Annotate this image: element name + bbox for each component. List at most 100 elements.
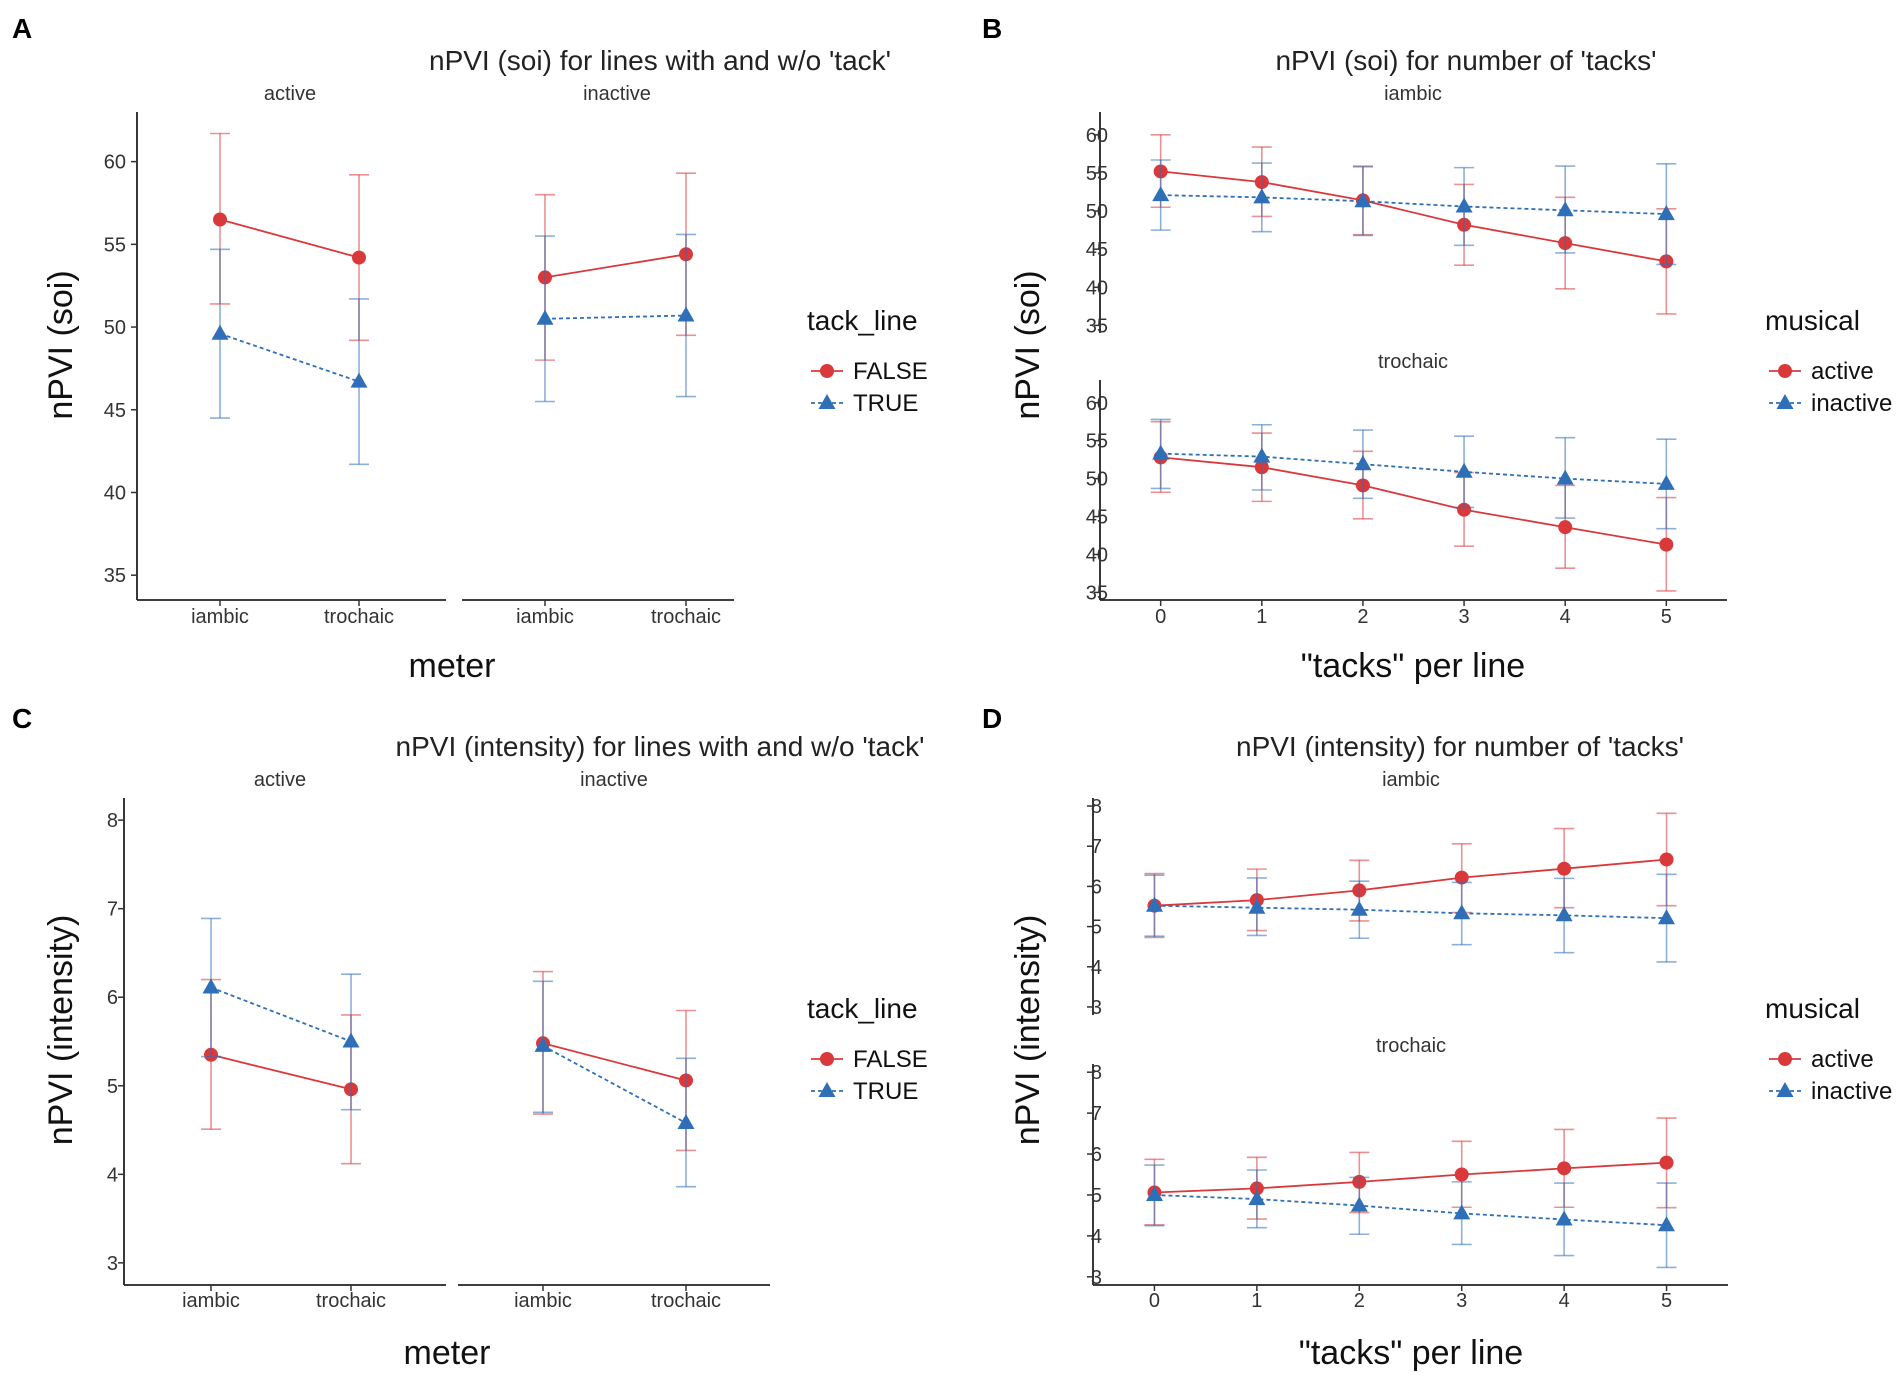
- y-tick-label: 8: [1091, 796, 1102, 818]
- y-tick-label: 40: [1086, 277, 1108, 299]
- y-tick-label: 60: [104, 152, 126, 174]
- series-active: [1144, 812, 1677, 939]
- data-point: [202, 978, 220, 994]
- legend-label: inactive: [1811, 390, 1892, 417]
- panel-title: nPVI (intensity) for number of 'tacks': [1236, 731, 1684, 762]
- panel-title: nPVI (intensity) for lines with and w/o …: [396, 731, 925, 762]
- series-line: [1154, 858, 1667, 907]
- y-tick-label: 55: [104, 234, 126, 256]
- y-tick-label: 40: [1086, 544, 1108, 566]
- data-point: [1152, 444, 1170, 460]
- y-tick-label: 60: [1086, 393, 1108, 415]
- series-inactive: [1150, 418, 1677, 530]
- legend-entry: active: [1769, 1046, 1874, 1073]
- x-tick-label: 0: [1149, 1290, 1160, 1312]
- data-point: [1657, 474, 1675, 490]
- y-tick-label: 50: [104, 317, 126, 339]
- x-tick-label: 1: [1256, 606, 1267, 628]
- panel-label: C: [12, 703, 32, 734]
- y-tick-label: 4: [1091, 957, 1102, 979]
- data-point: [1659, 852, 1674, 867]
- y-tick-label: 8: [107, 810, 118, 832]
- x-axis-title: "tacks" per line: [1299, 1334, 1523, 1372]
- facet-strip-label: iambic: [1384, 83, 1442, 105]
- legend-marker: [1776, 1082, 1794, 1097]
- legend-marker: [820, 364, 834, 378]
- legend-entry: TRUE: [811, 390, 918, 417]
- y-tick-label: 7: [107, 899, 118, 921]
- facet-strip-label: trochaic: [1378, 351, 1448, 373]
- data-point: [1354, 192, 1372, 208]
- series-active: [1150, 134, 1677, 315]
- legend-label: active: [1811, 1046, 1874, 1073]
- legend-title: tack_line: [807, 305, 918, 336]
- legend: musical active inactive: [1765, 993, 1892, 1105]
- data-point: [1350, 1196, 1368, 1212]
- y-tick-label: 5: [1091, 917, 1102, 939]
- legend: tack_line FALSE TRUE: [807, 305, 928, 417]
- data-point: [352, 250, 366, 265]
- x-axis-title: meter: [404, 1334, 491, 1372]
- facet-strip-label: active: [264, 83, 316, 105]
- y-axis-title: nPVI (intensity): [42, 915, 80, 1146]
- data-point: [1146, 896, 1163, 912]
- y-tick-label: 6: [1091, 876, 1102, 898]
- x-tick-label: 4: [1559, 1290, 1570, 1312]
- x-tick-label: 3: [1456, 1290, 1467, 1312]
- data-point: [1253, 447, 1271, 463]
- data-point: [1555, 906, 1573, 922]
- data-point: [1659, 537, 1674, 552]
- data-point: [1253, 188, 1271, 204]
- series-line: [1160, 452, 1667, 485]
- x-tick-label: iambic: [516, 606, 574, 628]
- x-tick-label: 5: [1661, 606, 1672, 628]
- facet-active: active 3 4 5 6 7 8 iambic trochaic: [107, 769, 446, 1312]
- data-point: [677, 1114, 695, 1129]
- series-line: [1160, 194, 1667, 215]
- data-point: [1658, 1216, 1675, 1232]
- series-line: [210, 986, 352, 1043]
- data-point: [350, 372, 368, 388]
- y-tick-label: 3: [1091, 1267, 1102, 1289]
- x-tick-label: trochaic: [324, 606, 394, 628]
- legend-entry: inactive: [1769, 390, 1892, 417]
- facet-trochaic: trochaic 3 4 5 6 7 8 0 1 2 3 4 5: [1087, 1035, 1728, 1312]
- y-tick-label: 6: [1091, 1144, 1102, 1166]
- facet-strip-label: active: [254, 769, 306, 791]
- legend-marker: [1776, 394, 1794, 409]
- y-axis-title: nPVI (soi): [42, 270, 80, 419]
- y-tick-label: 4: [1091, 1226, 1102, 1248]
- data-point: [536, 309, 554, 325]
- series-inactive: [1144, 873, 1677, 963]
- y-tick-label: 7: [1091, 836, 1102, 858]
- data-point: [1658, 909, 1675, 925]
- series-line: [542, 1042, 687, 1082]
- data-point: [1455, 462, 1473, 478]
- data-point: [1454, 870, 1469, 885]
- legend-label: active: [1811, 358, 1874, 385]
- data-point: [1557, 861, 1572, 876]
- legend-marker: [818, 394, 836, 409]
- y-tick-label: 4: [107, 1164, 118, 1186]
- panel-label: D: [982, 703, 1002, 734]
- data-point: [1558, 520, 1573, 535]
- data-point: [1248, 1190, 1266, 1206]
- y-tick-label: 7: [1091, 1103, 1102, 1125]
- panel-title: nPVI (soi) for number of 'tacks': [1275, 45, 1656, 76]
- legend-entry: FALSE: [811, 1046, 928, 1073]
- legend-entry: FALSE: [811, 358, 928, 385]
- facet-active: active 35 40 45 50 55 60 iambic trochaic: [104, 83, 446, 628]
- data-point: [1457, 502, 1472, 517]
- series-line: [1154, 904, 1667, 920]
- legend-marker: [820, 1052, 834, 1066]
- x-tick-label: 5: [1661, 1290, 1672, 1312]
- legend-label: FALSE: [853, 1046, 928, 1073]
- series-true: [210, 248, 369, 466]
- legend-label: inactive: [1811, 1078, 1892, 1105]
- series-line: [542, 1045, 687, 1124]
- legend-label: TRUE: [853, 1078, 918, 1105]
- legend-title: musical: [1765, 305, 1860, 336]
